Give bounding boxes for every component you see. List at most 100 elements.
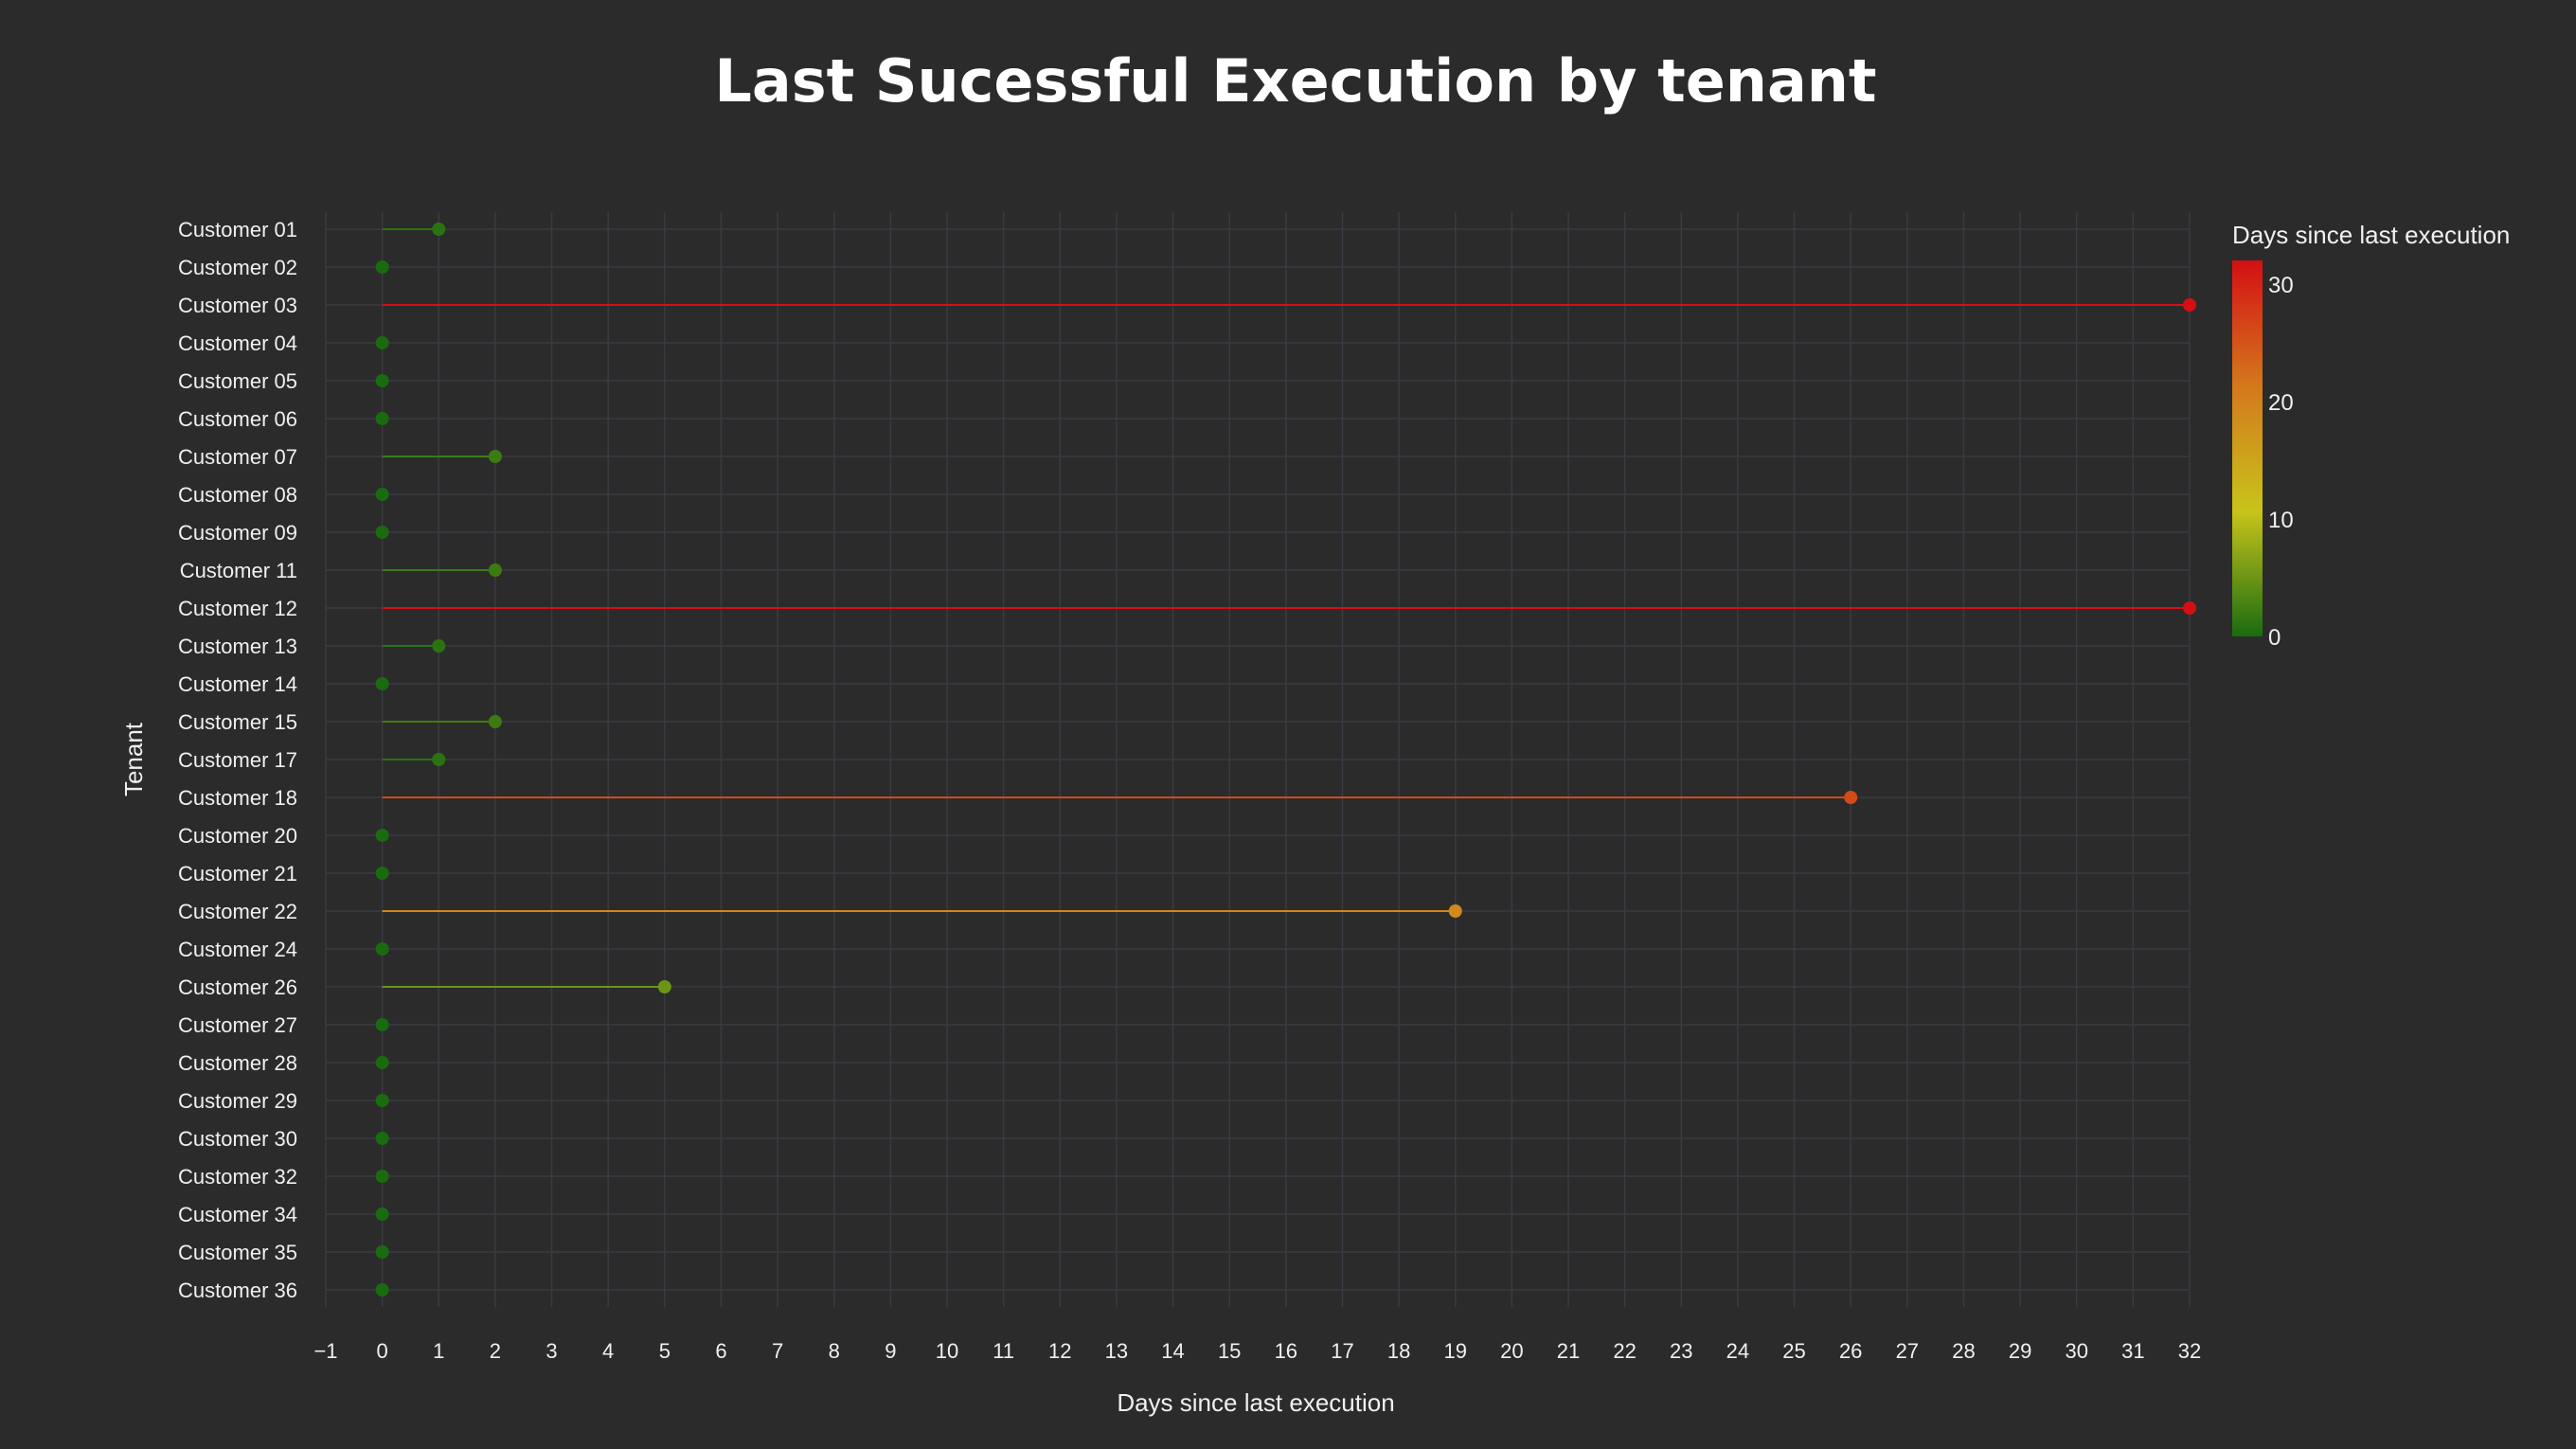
y-tick-label: Customer 36 xyxy=(178,1279,297,1302)
y-tick-label: Customer 17 xyxy=(178,748,297,772)
x-tick-label: 30 xyxy=(2065,1339,2087,1363)
x-tick-label: −1 xyxy=(313,1339,337,1363)
y-tick-label: Customer 08 xyxy=(178,483,297,507)
x-tick-label: 3 xyxy=(546,1339,557,1363)
data-point xyxy=(375,1208,389,1221)
y-tick-label: Customer 06 xyxy=(178,407,297,431)
y-tick-label: Customer 24 xyxy=(178,938,297,961)
colorbar-tick-label: 30 xyxy=(2268,273,2294,298)
data-point xyxy=(1844,791,1858,804)
x-axis-title: Days since last execution xyxy=(1117,1388,1394,1417)
x-tick-label: 25 xyxy=(1782,1339,1805,1363)
y-tick-label: Customer 29 xyxy=(178,1089,297,1113)
data-point xyxy=(375,412,389,425)
y-tick-label: Customer 32 xyxy=(178,1165,297,1189)
y-tick-label: Customer 18 xyxy=(178,786,297,810)
chart-title: Last Sucessful Execution by tenant xyxy=(714,46,1876,116)
x-tick-label: 7 xyxy=(772,1339,783,1363)
x-tick-label: 12 xyxy=(1048,1339,1071,1363)
y-tick-label: Customer 15 xyxy=(178,710,297,734)
data-point xyxy=(375,867,389,880)
y-tick-label: Customer 05 xyxy=(178,369,297,393)
y-axis-ticks: Customer 01 Customer 02 Customer 03 Custome… xyxy=(178,218,297,1302)
data-point xyxy=(488,564,502,577)
colorbar-title: Days since last execution xyxy=(2232,221,2510,249)
y-tick-label: Customer 22 xyxy=(178,900,297,923)
colorbar-tick-label: 20 xyxy=(2268,390,2294,416)
y-tick-label: Customer 34 xyxy=(178,1203,297,1226)
data-point xyxy=(375,1132,389,1145)
x-tick-label: 29 xyxy=(2009,1339,2031,1363)
x-tick-label: 6 xyxy=(715,1339,726,1363)
data-point xyxy=(375,374,389,387)
y-axis-title: Tenant xyxy=(119,722,148,796)
stems xyxy=(382,228,2190,988)
colorbar-tick-label: 0 xyxy=(2268,625,2281,651)
colorbar-gradient xyxy=(2232,260,2263,636)
x-tick-label: 13 xyxy=(1105,1339,1128,1363)
data-points xyxy=(375,223,2196,1297)
data-point xyxy=(375,1094,389,1107)
colorbar-tick-label: 10 xyxy=(2268,508,2294,533)
colorbar: Days since last execution 0 10 20 30 xyxy=(2232,221,2510,651)
data-point xyxy=(375,829,389,842)
y-tick-label: Customer 11 xyxy=(180,559,297,582)
x-tick-label: 9 xyxy=(885,1339,896,1363)
data-point xyxy=(657,980,671,993)
x-tick-label: 31 xyxy=(2121,1339,2144,1363)
data-point xyxy=(488,715,502,728)
x-tick-label: 27 xyxy=(1896,1339,1919,1363)
data-point xyxy=(375,488,389,501)
x-tick-label: 22 xyxy=(1613,1339,1636,1363)
x-tick-label: 10 xyxy=(936,1339,958,1363)
y-tick-label: Customer 04 xyxy=(178,331,297,355)
data-point xyxy=(375,1245,389,1259)
data-point xyxy=(375,677,389,690)
x-tick-label: 14 xyxy=(1161,1339,1184,1363)
x-tick-label: 21 xyxy=(1557,1339,1580,1363)
x-tick-label: 2 xyxy=(490,1339,501,1363)
data-point xyxy=(1448,904,1462,918)
y-tick-label: Customer 13 xyxy=(178,635,297,658)
data-point xyxy=(375,1283,389,1297)
y-tick-label: Customer 14 xyxy=(178,672,297,696)
y-tick-label: Customer 07 xyxy=(178,445,297,469)
y-tick-label: Customer 20 xyxy=(178,824,297,848)
data-point xyxy=(2183,298,2196,312)
x-tick-label: 16 xyxy=(1275,1339,1297,1363)
y-tick-label: Customer 26 xyxy=(178,975,297,999)
data-point xyxy=(375,1018,389,1031)
x-tick-label: 5 xyxy=(659,1339,671,1363)
x-tick-label: 1 xyxy=(433,1339,444,1363)
y-tick-label: Customer 09 xyxy=(178,521,297,545)
data-point xyxy=(375,260,389,274)
x-tick-label: 18 xyxy=(1387,1339,1410,1363)
x-tick-label: 4 xyxy=(602,1339,614,1363)
y-tick-label: Customer 03 xyxy=(178,294,297,317)
x-tick-label: 20 xyxy=(1500,1339,1523,1363)
x-tick-label: 17 xyxy=(1331,1339,1353,1363)
x-tick-label: 24 xyxy=(1726,1339,1749,1363)
x-tick-label: 28 xyxy=(1952,1339,1975,1363)
y-tick-label: Customer 12 xyxy=(178,597,297,620)
x-tick-label: 11 xyxy=(993,1339,1014,1363)
data-point xyxy=(375,336,389,349)
x-tick-label: 8 xyxy=(829,1339,840,1363)
x-axis-ticks: −1 0 1 2 3 4 5 6 7 8 9 10 11 12 13 14 15 16 17 18 19 20 21 22 23… xyxy=(313,1339,2201,1363)
x-tick-label: 32 xyxy=(2178,1339,2201,1363)
data-point xyxy=(375,526,389,539)
x-tick-label: 26 xyxy=(1839,1339,1862,1363)
data-point xyxy=(432,639,446,653)
y-tick-label: Customer 02 xyxy=(178,256,297,279)
data-point xyxy=(488,450,502,463)
data-point xyxy=(432,753,446,766)
data-point xyxy=(375,942,389,956)
data-point xyxy=(432,223,446,236)
x-tick-label: 19 xyxy=(1443,1339,1466,1363)
y-tick-label: Customer 28 xyxy=(178,1051,297,1075)
y-tick-label: Customer 01 xyxy=(178,218,297,242)
y-tick-label: Customer 35 xyxy=(178,1241,297,1264)
data-point xyxy=(375,1170,389,1183)
